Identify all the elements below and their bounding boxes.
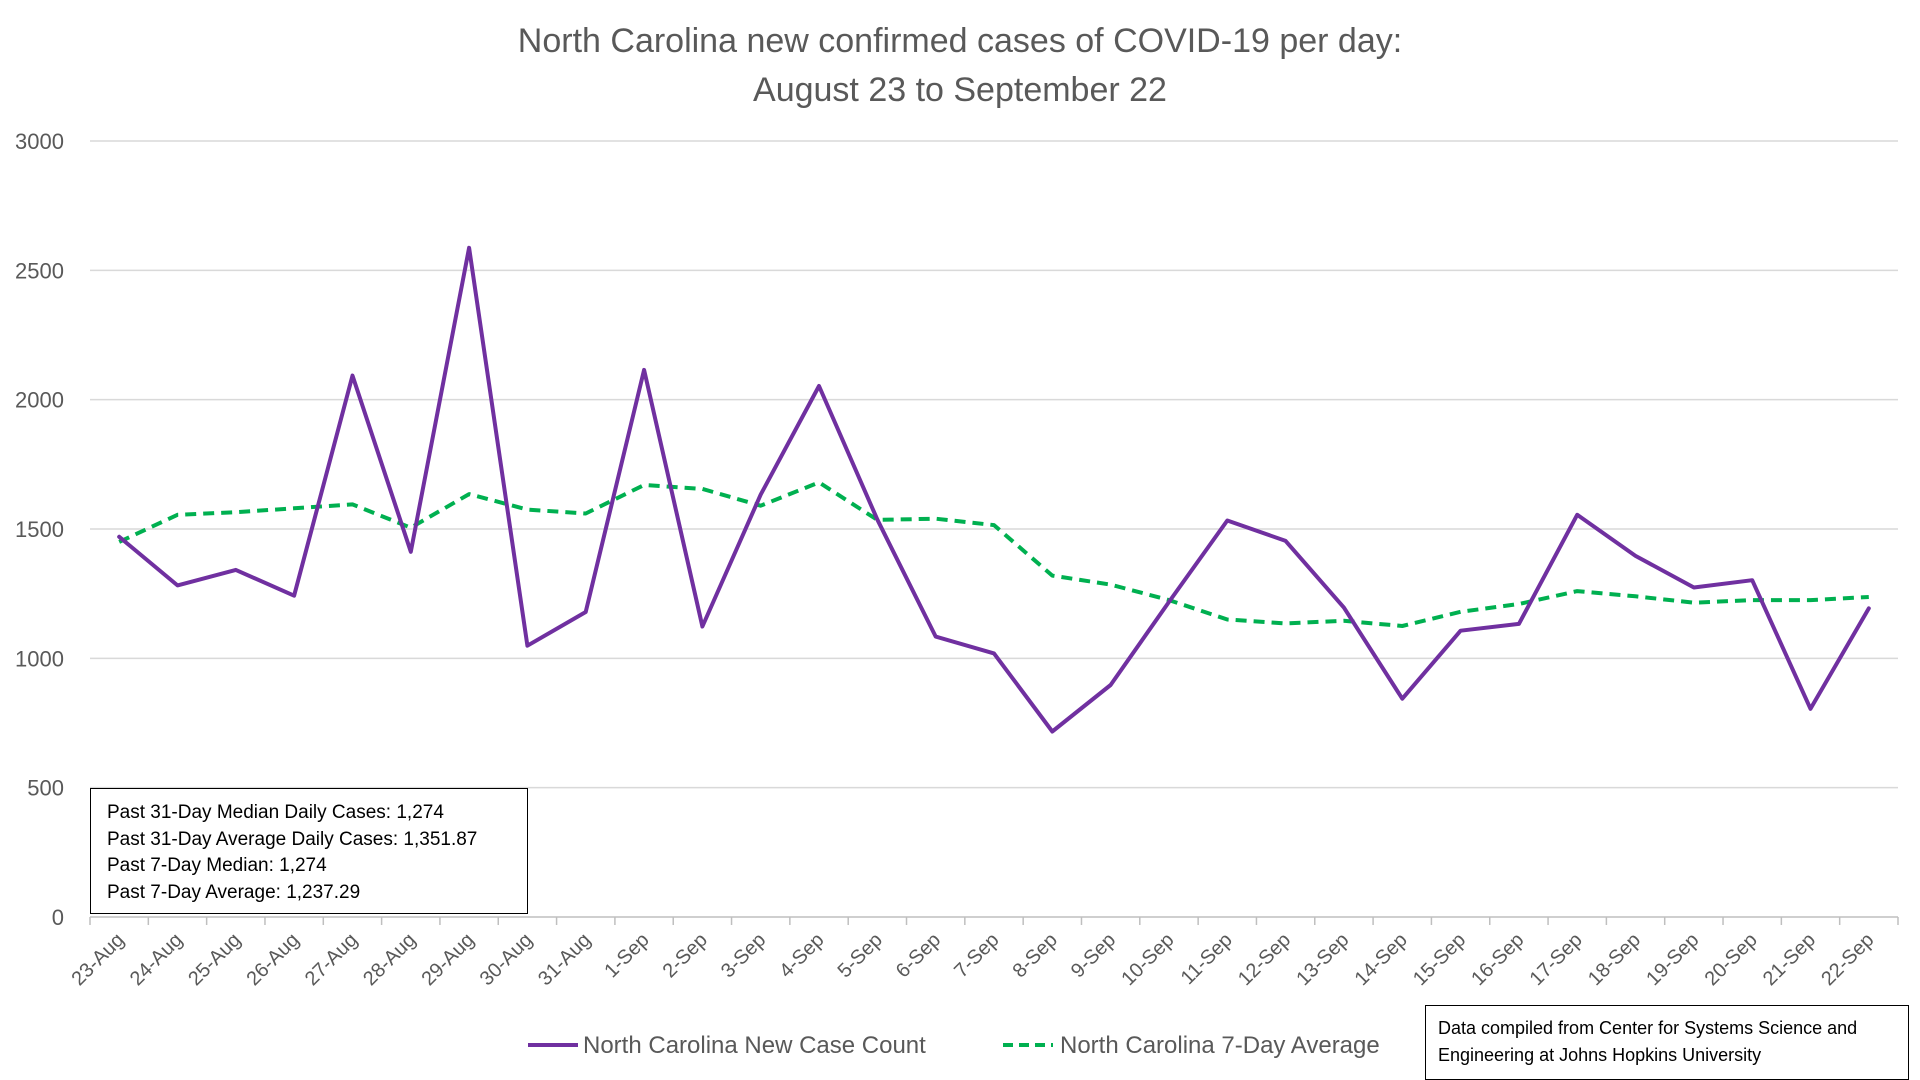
- x-tick-label: 7-Sep: [950, 929, 1003, 982]
- x-tick-label: 8-Sep: [1009, 929, 1062, 982]
- y-tick-label: 500: [27, 776, 64, 801]
- x-tick-label: 23-Aug: [68, 929, 129, 990]
- legend-label: North Carolina New Case Count: [583, 1032, 926, 1059]
- legend-label: North Carolina 7-Day Average: [1060, 1032, 1380, 1059]
- y-tick-label: 2000: [15, 388, 64, 413]
- x-tick-label: 9-Sep: [1067, 929, 1120, 982]
- x-tick-label: 30-Aug: [476, 929, 537, 990]
- series-line-new-case-count: [117, 245, 1871, 734]
- x-tick-label: 22-Sep: [1817, 929, 1878, 990]
- x-tick-label: 11-Sep: [1177, 929, 1237, 989]
- x-axis-tick-labels: 23-Aug24-Aug25-Aug26-Aug27-Aug28-Aug29-A…: [68, 917, 1899, 990]
- x-tick-label: 28-Aug: [359, 929, 420, 990]
- x-tick-label: 24-Aug: [126, 929, 187, 990]
- x-tick-label: 12-Sep: [1234, 929, 1295, 990]
- stat-median-31-day: Past 31-Day Median Daily Cases: 1,274: [107, 802, 444, 823]
- x-tick-label: 5-Sep: [834, 929, 887, 982]
- y-tick-label: 3000: [15, 129, 64, 154]
- y-tick-label: 1000: [15, 646, 64, 671]
- summary-stats-box: Past 31-Day Median Daily Cases: 1,274 Pa…: [90, 788, 528, 914]
- x-tick-label: 18-Sep: [1584, 929, 1645, 990]
- chart-title-line-1: North Carolina new confirmed cases of CO…: [518, 22, 1402, 60]
- y-axis-tick-labels: 0 500 1000 1500 2000 2500 3000: [15, 129, 64, 930]
- x-tick-label: 1-Sep: [600, 929, 653, 982]
- y-tick-label: 2500: [15, 258, 64, 283]
- x-tick-label: 6-Sep: [892, 929, 945, 982]
- chart-title-line-2: August 23 to September 22: [753, 71, 1167, 109]
- x-tick-label: 19-Sep: [1642, 929, 1703, 990]
- stat-average-31-day: Past 31-Day Average Daily Cases: 1,351.8…: [107, 828, 478, 850]
- x-tick-label: 25-Aug: [184, 929, 245, 990]
- gridlines: [90, 140, 1898, 918]
- stat-average-7-day: Past 7-Day Average: 1,237.29: [107, 881, 361, 903]
- x-tick-label: 17-Sep: [1526, 929, 1587, 990]
- y-tick-label: 1500: [15, 517, 64, 542]
- x-tick-label: 3-Sep: [717, 929, 770, 982]
- series-lines: [117, 245, 1871, 734]
- y-tick-label: 0: [52, 905, 64, 930]
- x-tick-label: 31-Aug: [534, 929, 595, 990]
- x-tick-label: 15-Sep: [1409, 929, 1470, 990]
- data-source-box: Data compiled from Center for Systems Sc…: [1425, 1005, 1909, 1080]
- x-tick-label: 13-Sep: [1292, 929, 1353, 990]
- x-tick-label: 21-Sep: [1759, 929, 1820, 990]
- legend: North Carolina New Case Count North Carol…: [528, 1032, 1380, 1059]
- series-line-7-day-average: [118, 480, 1869, 628]
- x-tick-label: 10-Sep: [1117, 929, 1178, 990]
- x-tick-label: 14-Sep: [1351, 929, 1412, 990]
- data-source-line-1: Data compiled from Center for Systems Sc…: [1438, 1018, 1858, 1038]
- data-source-line-2: Engineering at Johns Hopkins University: [1438, 1045, 1762, 1065]
- x-tick-label: 16-Sep: [1467, 929, 1528, 990]
- x-tick-label: 20-Sep: [1701, 929, 1762, 990]
- stat-median-7-day: Past 7-Day Median: 1,274: [107, 855, 327, 876]
- x-tick-label: 2-Sep: [659, 929, 712, 982]
- x-tick-label: 27-Aug: [301, 929, 362, 990]
- x-tick-label: 29-Aug: [417, 929, 478, 990]
- x-tick-label: 26-Aug: [242, 929, 303, 990]
- x-tick-label: 4-Sep: [775, 929, 828, 982]
